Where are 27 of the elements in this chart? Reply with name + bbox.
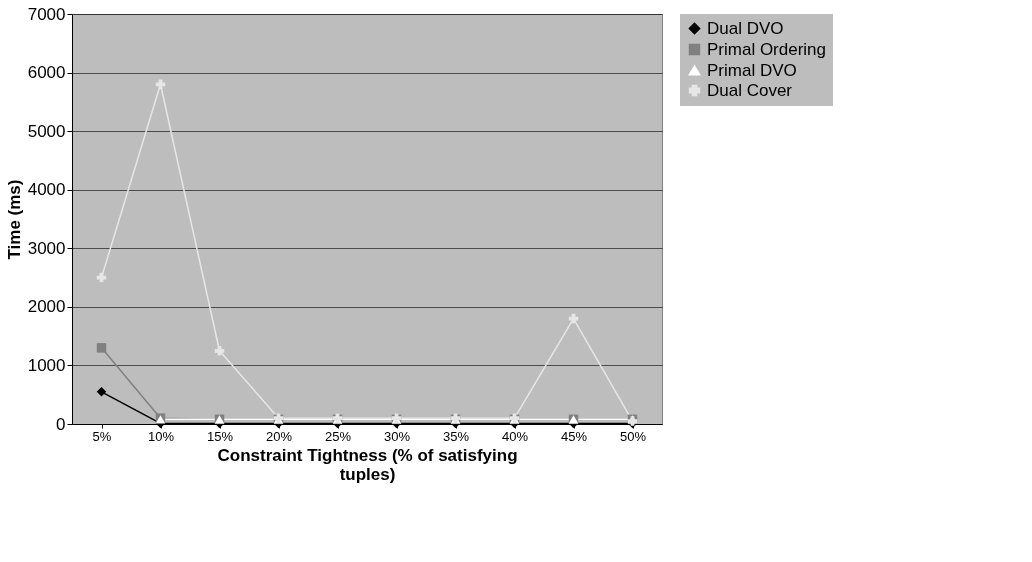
x-tick-label: 45% <box>560 428 588 444</box>
y-tick-label: 3000 <box>27 238 66 258</box>
y-tick-label: 2000 <box>27 297 66 317</box>
x-axis-title: Constraint Tightness (% of satisfying tuples) <box>217 445 518 484</box>
y-tick-label: 0 <box>56 414 66 434</box>
point <box>96 343 107 353</box>
legend-label: Primal Ordering <box>707 39 827 59</box>
x-tick-label: 20% <box>265 428 293 444</box>
legend-label: Dual Cover <box>707 80 793 100</box>
x-tick-label: 30% <box>383 428 411 444</box>
x-tick-label: 10% <box>147 428 175 444</box>
y-tick-label: 4000 <box>27 180 66 200</box>
y-tick-label: 6000 <box>27 63 66 83</box>
x-tick-label: 5% <box>92 428 112 444</box>
legend-label: Dual DVO <box>707 18 784 38</box>
x-tick-label: 35% <box>442 428 470 444</box>
x-tick-label: 40% <box>501 428 529 444</box>
x-tick-label: 50% <box>619 428 647 444</box>
x-tick-label: 15% <box>206 428 234 444</box>
y-tick-label: 5000 <box>27 121 66 141</box>
y-axis-title: Time (ms) <box>4 179 24 260</box>
y-tick-label: 7000 <box>27 4 66 24</box>
x-tick-label: 25% <box>324 428 352 444</box>
point <box>214 346 225 356</box>
legend-label: Primal DVO <box>707 60 797 80</box>
point <box>96 387 107 397</box>
y-tick-label: 1000 <box>27 355 66 375</box>
